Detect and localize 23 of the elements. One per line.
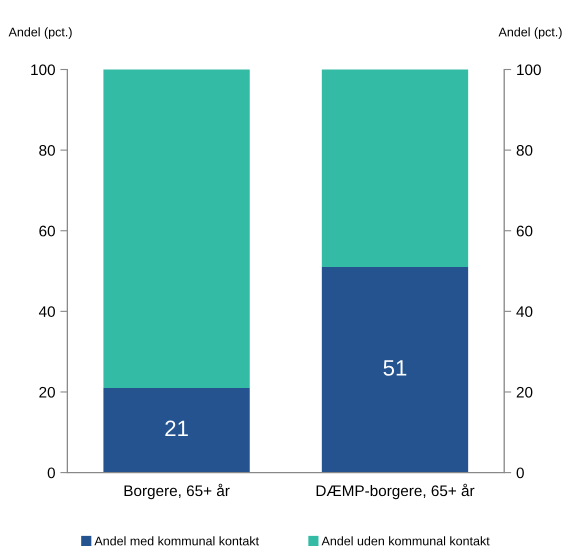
bar [103,388,250,473]
y-axis-title: Andel (pct.) [8,27,72,39]
y-tick-label: 100 [31,64,55,76]
y2-tick-label: 40 [516,306,532,318]
y2-axis-title: Andel (pct.) [498,27,562,39]
y-tick-label: 20 [39,386,55,398]
bar [322,267,468,473]
y-tick-label: 80 [39,144,55,156]
data-label: 51 [384,360,406,376]
y2-tick-label: 100 [517,64,541,76]
legend-label: Andel uden kommunal kontakt [322,536,490,546]
y2-tick-label: 20 [516,386,532,398]
bar [322,70,468,268]
data-label: 21 [165,420,188,436]
y-tick-label: 60 [39,226,55,236]
x-tick-label: DÆMP-borgere, 65+ år [316,484,474,500]
y-tick-label: 0 [48,467,55,478]
y2-tick-label: 80 [516,144,532,156]
y-tick-label: 40 [38,306,55,318]
legend-label: Andel med kommunal kontakt [94,536,259,546]
y2-tick-label: 0 [516,467,524,478]
x-tick-label: Borgere, 65+ år [124,484,230,500]
y2-tick-label: 60 [516,226,532,236]
